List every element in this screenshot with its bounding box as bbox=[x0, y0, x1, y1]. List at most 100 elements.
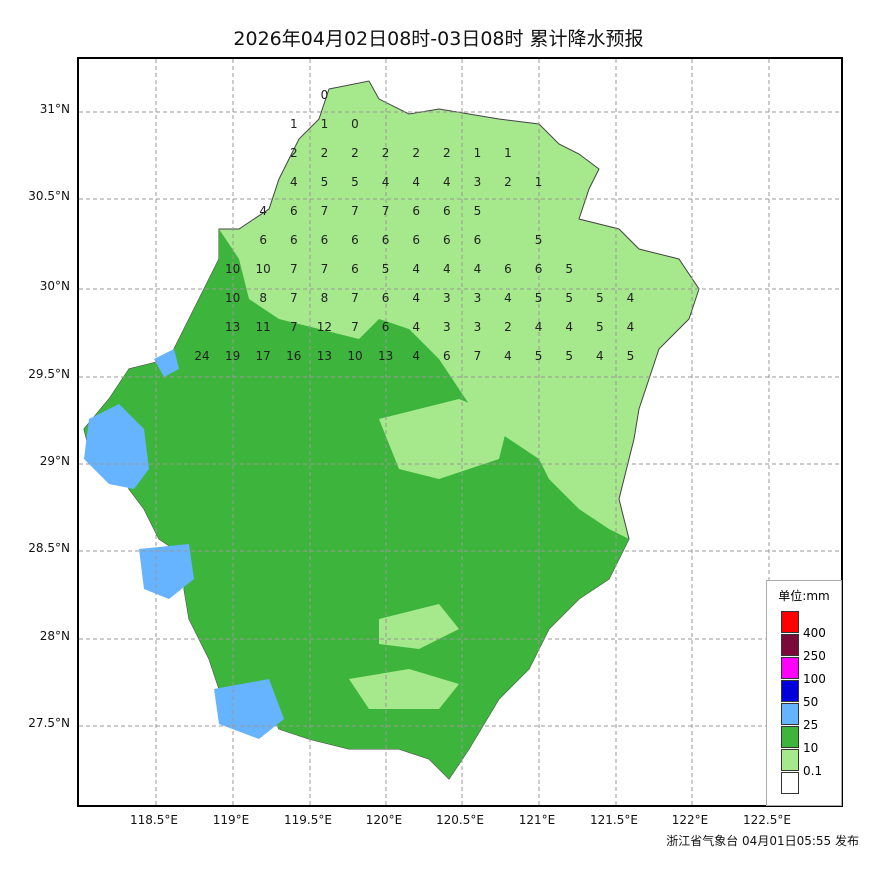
rainfall-value: 6 bbox=[535, 262, 543, 276]
rainfall-value: 2 bbox=[321, 146, 329, 160]
longitude-tick-label: 122°E bbox=[671, 813, 709, 827]
rainfall-value: 1 bbox=[474, 146, 482, 160]
rainfall-value: 7 bbox=[474, 349, 482, 363]
latitude-tick-label: 28°N bbox=[39, 629, 70, 643]
rainfall-value: 4 bbox=[504, 291, 512, 305]
longitude-tick-label: 121°E bbox=[518, 813, 556, 827]
rainfall-value: 4 bbox=[474, 262, 482, 276]
rainfall-value: 7 bbox=[290, 262, 298, 276]
legend-swatch bbox=[781, 726, 799, 748]
rainfall-value: 6 bbox=[382, 291, 390, 305]
legend-label: 25 bbox=[803, 718, 819, 732]
rainfall-value: 4 bbox=[627, 320, 635, 334]
rainfall-value: 6 bbox=[474, 233, 482, 247]
legend-label: 100 bbox=[803, 672, 826, 686]
rain-zone-light-2 bbox=[379, 604, 459, 649]
longitude-tick-label: 122.5°E bbox=[743, 813, 791, 827]
rainfall-value: 4 bbox=[596, 349, 604, 363]
rainfall-value: 6 bbox=[382, 233, 390, 247]
rainfall-value: 5 bbox=[596, 320, 604, 334]
legend-label: 50 bbox=[803, 695, 819, 709]
legend-swatch bbox=[781, 772, 799, 794]
rainfall-value: 4 bbox=[290, 175, 298, 189]
rainfall-value: 5 bbox=[535, 349, 543, 363]
legend-swatch bbox=[781, 749, 799, 771]
rainfall-value: 5 bbox=[565, 291, 573, 305]
rainfall-value: 3 bbox=[474, 320, 482, 334]
rainfall-value: 5 bbox=[351, 175, 359, 189]
rainfall-value: 3 bbox=[443, 291, 451, 305]
rainfall-value: 6 bbox=[504, 262, 512, 276]
rainfall-value: 5 bbox=[321, 175, 329, 189]
map-title: 2026年04月02日08时-03日08时 累计降水预报 bbox=[233, 28, 644, 50]
rainfall-value: 0 bbox=[351, 117, 359, 131]
longitude-tick-label: 119.5°E bbox=[284, 813, 332, 827]
rainfall-value: 3 bbox=[474, 175, 482, 189]
rainfall-value: 2 bbox=[382, 146, 390, 160]
rainfall-value: 4 bbox=[565, 320, 573, 334]
rainfall-value: 0 bbox=[321, 88, 329, 102]
rainfall-value: 17 bbox=[256, 349, 271, 363]
rainfall-value: 4 bbox=[412, 349, 420, 363]
rain-zone-25-50-sw bbox=[139, 544, 194, 599]
latitude-tick-label: 29°N bbox=[39, 454, 70, 468]
rainfall-value: 5 bbox=[382, 262, 390, 276]
rainfall-value: 4 bbox=[504, 349, 512, 363]
rainfall-value: 4 bbox=[382, 175, 390, 189]
rainfall-value: 1 bbox=[321, 117, 329, 131]
rainfall-value: 10 bbox=[347, 349, 362, 363]
issuer-note: 浙江省气象台 04月01日05:55 发布 bbox=[666, 834, 859, 848]
rain-zone-light-1 bbox=[379, 399, 509, 479]
rainfall-value: 5 bbox=[596, 291, 604, 305]
rainfall-value: 4 bbox=[627, 291, 635, 305]
rainfall-value: 6 bbox=[412, 233, 420, 247]
rainfall-value: 8 bbox=[259, 291, 267, 305]
legend-swatch bbox=[781, 611, 799, 633]
rainfall-value: 12 bbox=[317, 320, 332, 334]
rainfall-value: 7 bbox=[290, 320, 298, 334]
legend-title: 单位:mm bbox=[778, 589, 830, 603]
rainfall-value: 3 bbox=[474, 291, 482, 305]
rainfall-value: 13 bbox=[317, 349, 332, 363]
rain-zone-light-3 bbox=[349, 669, 459, 709]
legend: 单位:mm 400 250 100 50 25 10 0.1 bbox=[766, 580, 842, 806]
legend-label: 250 bbox=[803, 649, 826, 663]
latitude-tick-label: 27.5°N bbox=[28, 716, 70, 730]
rainfall-value: 6 bbox=[412, 204, 420, 218]
rainfall-value: 13 bbox=[378, 349, 393, 363]
rainfall-value: 6 bbox=[443, 233, 451, 247]
rainfall-value: 2 bbox=[504, 175, 512, 189]
rainfall-map: 01 1 02 2 2 2 2 2 1 14 5 5 4 4 4 3 2 14 6 7 7 7 6 6 56 6 6 6 6 6 6 6 510… bbox=[79, 59, 841, 805]
legend-label: 400 bbox=[803, 626, 826, 640]
rainfall-value: 6 bbox=[382, 320, 390, 334]
longitude-tick-label: 121.5°E bbox=[590, 813, 638, 827]
rainfall-value: 3 bbox=[443, 320, 451, 334]
latitude-tick-label: 28.5°N bbox=[28, 541, 70, 555]
rainfall-value: 10 bbox=[225, 291, 240, 305]
rainfall-value: 6 bbox=[351, 233, 359, 247]
rainfall-value: 4 bbox=[412, 320, 420, 334]
rainfall-value: 4 bbox=[259, 204, 267, 218]
rainfall-value: 1 bbox=[290, 117, 298, 131]
longitude-tick-label: 120.5°E bbox=[436, 813, 484, 827]
legend-label: 10 bbox=[803, 741, 819, 755]
rainfall-value: 5 bbox=[535, 291, 543, 305]
rainfall-value: 7 bbox=[351, 320, 359, 334]
latitude-tick-label: 29.5°N bbox=[28, 367, 70, 381]
rainfall-value: 5 bbox=[565, 349, 573, 363]
rainfall-value: 1 bbox=[504, 146, 512, 160]
rainfall-value: 7 bbox=[351, 204, 359, 218]
rainfall-value: 4 bbox=[412, 175, 420, 189]
rainfall-value: 6 bbox=[290, 204, 298, 218]
rain-zone-25-50-west bbox=[84, 404, 149, 489]
rainfall-value: 19 bbox=[225, 349, 240, 363]
rainfall-value: 6 bbox=[259, 233, 267, 247]
rainfall-value: 16 bbox=[286, 349, 301, 363]
map-area: 0 1 1 0 2 2 2 2 2 2 1 1 4 5 5 4 4 4 3 2 1 4 6 7 7 7 6 6 5 6 6 6 6 6 6 6 6 5 10… bbox=[77, 57, 843, 807]
rainfall-value: 7 bbox=[382, 204, 390, 218]
rainfall-value: 7 bbox=[351, 291, 359, 305]
rainfall-value: 7 bbox=[290, 291, 298, 305]
rainfall-value: 4 bbox=[443, 262, 451, 276]
rainfall-value: 8 bbox=[321, 291, 329, 305]
rainfall-value: 13 bbox=[225, 320, 240, 334]
